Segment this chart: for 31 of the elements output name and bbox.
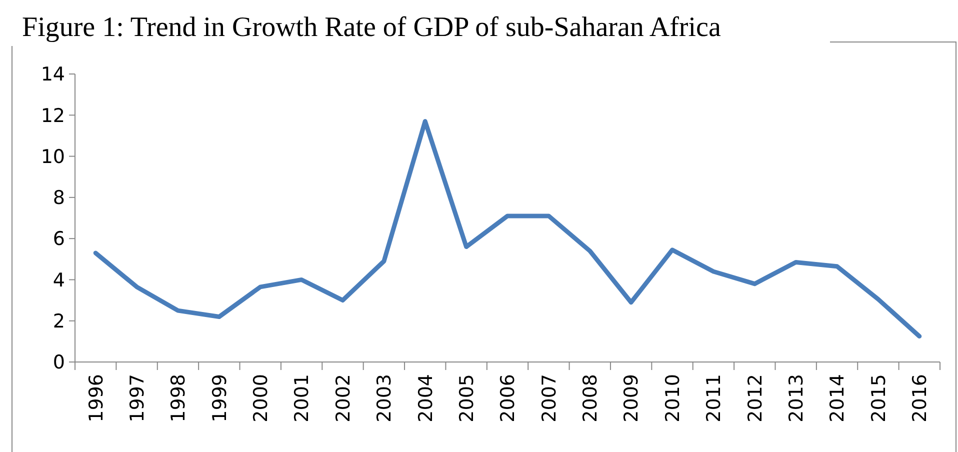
x-tick-label: 2012 (744, 374, 766, 422)
x-tick-label: 2010 (662, 374, 684, 422)
y-tick-label: 4 (52, 269, 65, 292)
y-tick-label: 2 (52, 310, 65, 333)
x-tick-label: 2004 (414, 374, 437, 422)
x-tick-label: 2011 (703, 374, 726, 422)
x-tick-label: 2016 (909, 374, 932, 422)
x-tick-label: 1998 (168, 374, 190, 422)
x-tick-label: 2003 (374, 374, 396, 422)
x-tick-label: 2008 (580, 374, 602, 422)
y-tick-label: 6 (52, 228, 65, 250)
chart-title: Figure 1: Trend in Growth Rate of GDP of sub-Saharan Africa (22, 12, 722, 43)
x-tick-label: 1999 (208, 374, 231, 422)
x-tick-label: 2007 (538, 374, 560, 422)
x-tick-label: 2005 (456, 374, 478, 422)
x-tick-label: 2009 (620, 374, 643, 422)
x-tick-label: 2006 (497, 374, 520, 422)
x-tick-label: 2001 (291, 374, 314, 422)
line-series (93, 119, 922, 339)
y-tick-label: 14 (40, 64, 65, 86)
x-tick-label: 1997 (126, 374, 148, 422)
x-tick-label: 1996 (85, 374, 108, 422)
x-tick-label: 2013 (785, 374, 808, 422)
y-tick-label: 12 (40, 104, 65, 127)
x-tick-label: 2014 (826, 374, 849, 422)
x-tick-label: 2015 (868, 374, 890, 422)
y-tick-label: 8 (52, 187, 65, 210)
x-tick-label: 2002 (332, 374, 354, 422)
x-tick-label: 2000 (250, 374, 272, 422)
y-tick-label: 0 (52, 352, 65, 374)
y-tick-label: 10 (40, 146, 65, 168)
